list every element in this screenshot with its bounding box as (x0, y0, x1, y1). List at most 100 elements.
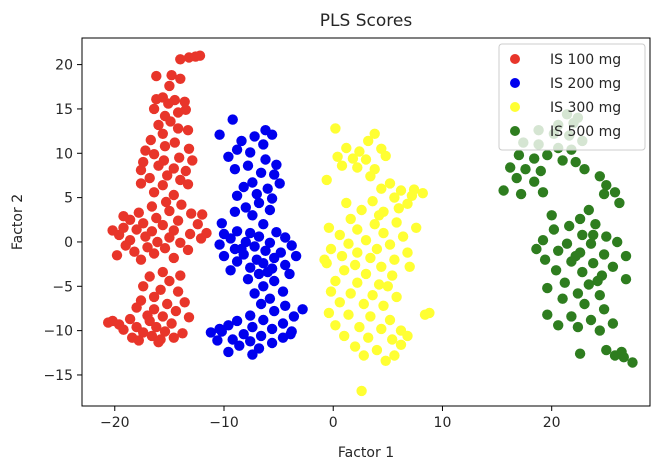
data-point (245, 262, 256, 273)
data-point (542, 149, 553, 161)
data-point (192, 219, 203, 230)
y-tick-label: 15 (55, 102, 73, 118)
x-tick-label: 20 (543, 415, 561, 431)
data-point (255, 330, 267, 342)
data-point (253, 268, 265, 280)
data-point (266, 337, 278, 349)
data-point (323, 307, 335, 319)
data-point (389, 192, 400, 203)
data-point (164, 275, 175, 287)
data-point (144, 172, 155, 184)
data-point (367, 290, 378, 301)
x-tick-label: −20 (100, 415, 130, 431)
data-point (574, 348, 586, 359)
data-point (205, 327, 217, 338)
data-point (264, 204, 276, 216)
y-tick-label: −5 (52, 279, 73, 295)
data-point (607, 261, 619, 272)
data-point (255, 298, 267, 310)
data-point (148, 103, 160, 115)
data-point (424, 307, 435, 319)
data-point (138, 218, 149, 229)
y-tick-label: 0 (64, 235, 73, 251)
legend-label: IS 500 mg (550, 124, 621, 140)
data-point (245, 147, 256, 158)
data-point (245, 227, 256, 239)
data-point (218, 228, 230, 240)
data-point (384, 178, 396, 189)
data-point (297, 304, 308, 315)
data-point (118, 211, 129, 222)
data-point (520, 164, 531, 175)
data-point (406, 190, 418, 201)
data-point (583, 279, 594, 290)
data-point (183, 143, 195, 154)
data-point (286, 240, 297, 251)
data-point (168, 189, 179, 201)
data-point (214, 129, 225, 140)
data-point (172, 286, 184, 297)
data-point (157, 128, 168, 139)
data-point (579, 164, 590, 175)
data-point (546, 210, 557, 221)
data-point (627, 357, 638, 368)
data-point (356, 204, 367, 216)
data-point (247, 177, 258, 188)
data-point (148, 291, 160, 303)
legend-label: IS 300 mg (550, 100, 621, 116)
data-point (590, 219, 601, 230)
data-point (371, 344, 383, 356)
legend-label: IS 100 mg (550, 52, 621, 68)
data-point (277, 318, 289, 329)
data-point (548, 224, 560, 235)
data-point (197, 209, 208, 220)
data-point (179, 96, 190, 108)
data-point (159, 141, 171, 152)
data-point (330, 123, 341, 134)
data-point (334, 297, 345, 308)
scatter-points (103, 50, 638, 397)
data-point (537, 187, 549, 198)
data-point (550, 265, 562, 276)
data-point (172, 215, 184, 226)
data-point (391, 291, 402, 303)
data-point (135, 178, 147, 189)
legend-label: IS 200 mg (550, 76, 621, 92)
series-2 (205, 114, 308, 360)
data-point (371, 243, 383, 255)
data-point (515, 188, 527, 200)
data-point (253, 343, 265, 354)
data-point (269, 169, 280, 180)
y-axis-label: Factor 2 (10, 194, 26, 250)
data-point (240, 202, 251, 213)
data-point (269, 252, 280, 264)
data-point (343, 238, 354, 249)
data-point (169, 137, 180, 148)
data-point (360, 268, 372, 280)
data-point (570, 156, 581, 168)
data-point (583, 204, 594, 216)
data-point (339, 330, 350, 342)
data-point (343, 309, 354, 320)
data-point (216, 218, 227, 229)
data-point (553, 320, 564, 331)
data-point (249, 241, 260, 252)
data-point (341, 197, 352, 209)
data-point (249, 131, 260, 142)
data-point (404, 261, 415, 272)
data-point (164, 232, 175, 243)
data-point (229, 206, 241, 217)
data-point (271, 227, 282, 238)
data-point (107, 225, 118, 236)
data-point (231, 256, 243, 267)
data-point (138, 156, 149, 168)
data-point (218, 250, 230, 262)
data-point (529, 153, 540, 164)
data-point (387, 334, 398, 345)
data-point (262, 183, 273, 194)
legend-marker (510, 102, 520, 112)
data-point (284, 268, 295, 280)
data-point (352, 224, 363, 235)
data-point (148, 304, 160, 315)
data-point (153, 119, 164, 131)
